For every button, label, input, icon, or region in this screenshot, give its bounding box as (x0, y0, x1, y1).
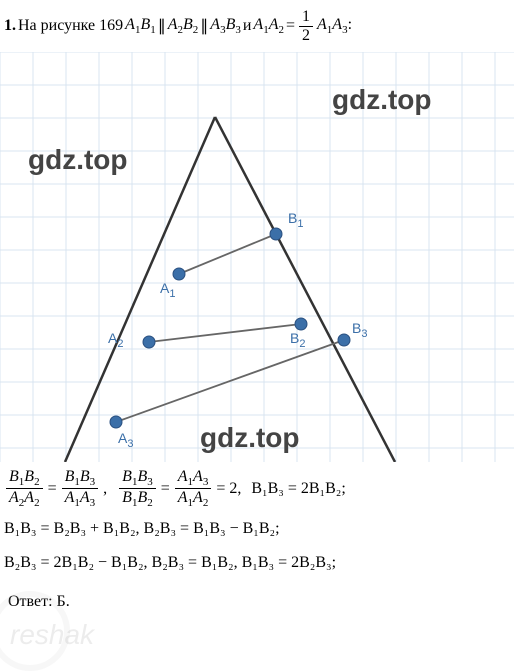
term-a2b2: A2B2 (168, 16, 199, 36)
geometry-figure: gdz.top gdz.top gdz.top B1 A1 B2 A2 B3 A3 (0, 52, 514, 462)
figure-svg (0, 52, 514, 462)
point-label-a2: A2 (108, 330, 123, 350)
watermark-text: gdz.top (200, 422, 300, 454)
watermark-text: gdz.top (28, 144, 128, 176)
answer-text: Ответ: Б. (4, 583, 510, 621)
fraction-half: 1 2 (299, 8, 313, 44)
eq1-tail: B₁B₃ = 2B₁B₂; (251, 474, 345, 504)
problem-prefix: На рисунке 169 (18, 17, 123, 35)
equation-line-3: B₂B₃ = 2B₁B₂ − B₁B₂, B₂B₃ = B₁B₂, B₁B₃ =… (4, 548, 510, 578)
reshak-watermark: reshak (10, 619, 94, 651)
point-label-b2: B2 (290, 330, 305, 350)
point-label-b3: B3 (352, 320, 367, 340)
frac-4: A1A3 A1A2 (175, 468, 212, 510)
point-label-b1: B1 (288, 210, 303, 230)
frac-3: B1B3 B1B2 (119, 468, 156, 510)
parallel-1: ∥ (158, 16, 166, 36)
lhs-a1a2: A1A2 (253, 16, 284, 36)
point-label-a1: A1 (160, 280, 175, 300)
term-a1b1: A1B1 (125, 16, 156, 36)
watermark-text: gdz.top (332, 84, 432, 116)
frac-1: B1B2 A2A2 (6, 468, 43, 510)
and-text: и (243, 17, 252, 35)
term-a3b3: A3B3 (210, 16, 241, 36)
parallel-2: ∥ (200, 16, 208, 36)
equation-line-1: B1B2 A2A2 = B1B3 A1A3 , B1B3 B1B2 = A1A3… (4, 468, 510, 510)
solution-equations: B1B2 A2A2 = B1B3 A1A3 , B1B3 B1B2 = A1A3… (0, 462, 514, 627)
frac-2: B1B3 A1A3 (62, 468, 99, 510)
point-label-a3: A3 (118, 430, 133, 450)
rhs-a1a3: A1A3: (317, 16, 352, 36)
problem-statement: 1. На рисунке 169 A1B1 ∥ A2B2 ∥ A3B3 и A… (0, 0, 514, 52)
equation-line-2: B₁B₃ = B₂B₃ + B₁B₂, B₂B₃ = B₁B₃ − B₁B₂; (4, 514, 510, 544)
problem-number: 1. (4, 17, 16, 35)
equals: = (286, 17, 295, 35)
